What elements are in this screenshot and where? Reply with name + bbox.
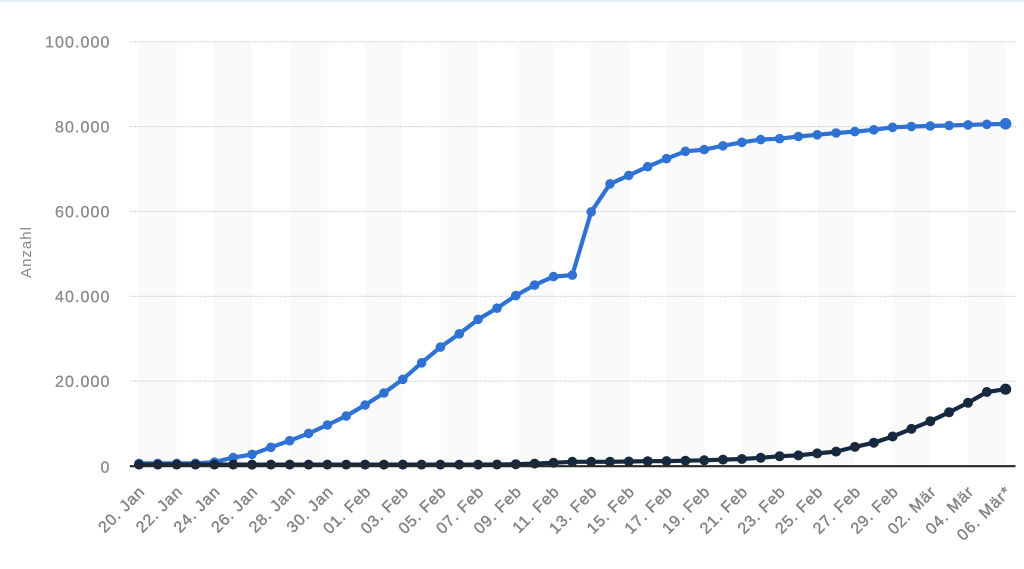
svg-text:0: 0 (100, 460, 110, 477)
svg-text:40.000: 40.000 (55, 289, 111, 306)
svg-text:Anzahl: Anzahl (18, 226, 35, 278)
svg-text:100.000: 100.000 (45, 34, 111, 51)
svg-text:80.000: 80.000 (55, 119, 111, 136)
svg-text:20.000: 20.000 (55, 374, 111, 391)
svg-text:60.000: 60.000 (55, 204, 111, 221)
